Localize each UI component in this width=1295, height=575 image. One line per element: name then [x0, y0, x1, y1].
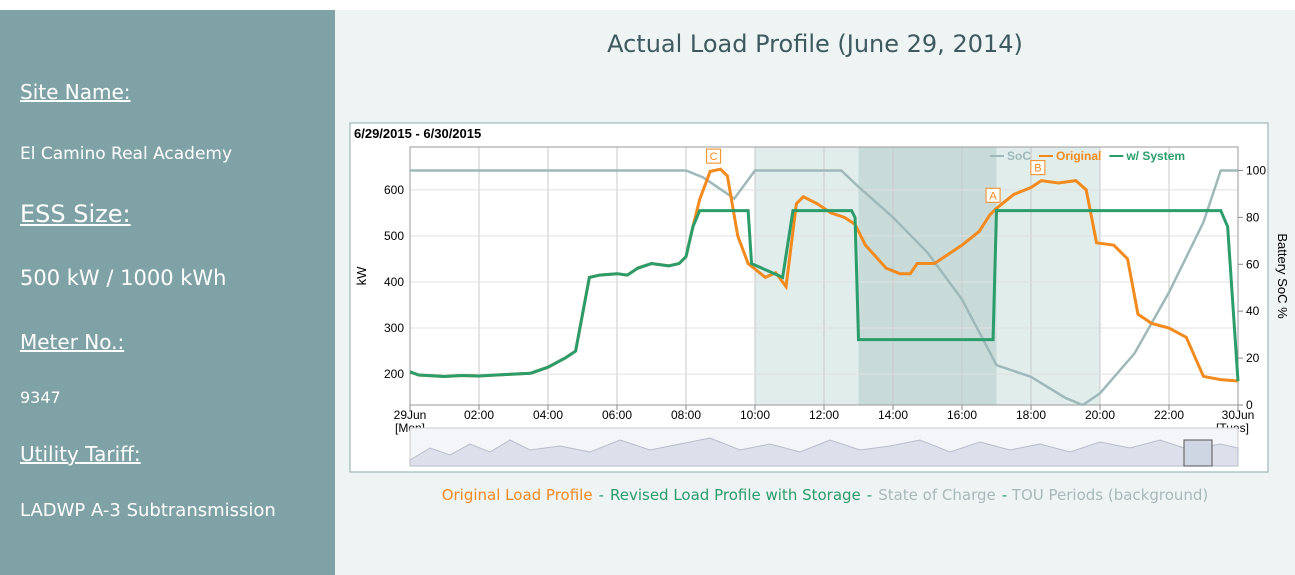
value: El Camino Real Academy — [20, 144, 233, 164]
separator: - — [599, 486, 604, 504]
y-tick-label: 600 — [384, 183, 404, 197]
annotation-label: C — [710, 151, 718, 163]
plot-border — [409, 146, 1239, 406]
y2-tick-label: 20 — [1246, 351, 1260, 365]
legend-label: w/ System — [1125, 149, 1185, 163]
y-tick-label: 300 — [384, 321, 404, 335]
x-tick-label: 29Jun — [394, 408, 427, 422]
value: 500 kW / 1000 kWh — [20, 266, 227, 290]
legend-label: Original — [1056, 149, 1101, 163]
label: Utility Tariff: — [20, 442, 141, 466]
y2-tick-label: 0 — [1246, 398, 1253, 412]
y2-tick-label: 100 — [1246, 163, 1266, 177]
footer-item: Original Load Profile — [442, 486, 593, 504]
label: Meter No.: — [20, 330, 125, 354]
y-tick-label: 200 — [384, 367, 404, 381]
annotation-box — [1030, 160, 1046, 176]
y2-tick-label: 80 — [1246, 210, 1260, 224]
x-tick-label: 20:00 — [1085, 408, 1115, 422]
navigator-window[interactable] — [1183, 439, 1213, 467]
value: LADWP A-3 Subtransmission — [20, 500, 276, 521]
value: 9347 — [20, 388, 61, 407]
footer-item: Revised Load Profile with Storage — [610, 486, 861, 504]
x-tick-label: 12:00 — [809, 408, 839, 422]
series-line — [409, 209, 1240, 382]
chart-subtitle: 6/29/2015 - 6/30/2015 — [354, 126, 481, 141]
y-tick-label: 500 — [384, 229, 404, 243]
x-tick-label: 14:00 — [878, 408, 908, 422]
separator: - — [867, 486, 872, 504]
x-tick-label: 16:00 — [947, 408, 977, 422]
x-tick-label: 30Jun — [1222, 408, 1255, 422]
x-tick-label: 22:00 — [1154, 408, 1184, 422]
tou-band — [996, 147, 1100, 405]
x-tick-label: 18:00 — [1016, 408, 1046, 422]
annotation-label: B — [1034, 163, 1041, 175]
annotation-box — [706, 148, 722, 164]
label: Site Name: — [20, 80, 131, 104]
y2-tick-label: 40 — [1246, 304, 1260, 318]
separator: - — [1002, 486, 1007, 504]
plot: 29Jun 02:00 04:00 06:00 08:00 10:00 12:00 14:00… — [354, 146, 1290, 435]
x-tick-label: 02:00 — [464, 408, 494, 422]
x-tick-label: 10:00 — [740, 408, 770, 422]
footer-item: TOU Periods (background) — [1011, 486, 1209, 504]
x-tick-label: 08:00 — [671, 408, 701, 422]
x-tick-label: 04:00 — [533, 408, 563, 422]
annotation-box — [985, 187, 1001, 203]
footer-legend: Original Load Profile - Revised Load Profi… — [442, 486, 1209, 504]
legend-label: SoC — [1007, 149, 1031, 163]
footer-item: State of Charge — [878, 486, 996, 504]
label: ESS Size: — [20, 200, 131, 228]
sidebar: Site Name: El Camino Real Academy ESS Si… — [0, 10, 335, 575]
navigator — [409, 427, 1239, 467]
series-line — [410, 169, 1238, 407]
y-tick-label: 400 — [384, 275, 404, 289]
x-tick-label: 06:00 — [602, 408, 632, 422]
tou-band — [858, 147, 997, 405]
navigator-series — [409, 437, 1239, 467]
y2-tick-label: 60 — [1246, 257, 1260, 271]
chart-title: Actual Load Profile (June 29, 2014) — [607, 30, 1023, 58]
y2-axis-title: Battery SoC % — [1275, 233, 1290, 319]
annotation-label: A — [989, 190, 997, 202]
y-axis-title: kW — [354, 266, 369, 286]
